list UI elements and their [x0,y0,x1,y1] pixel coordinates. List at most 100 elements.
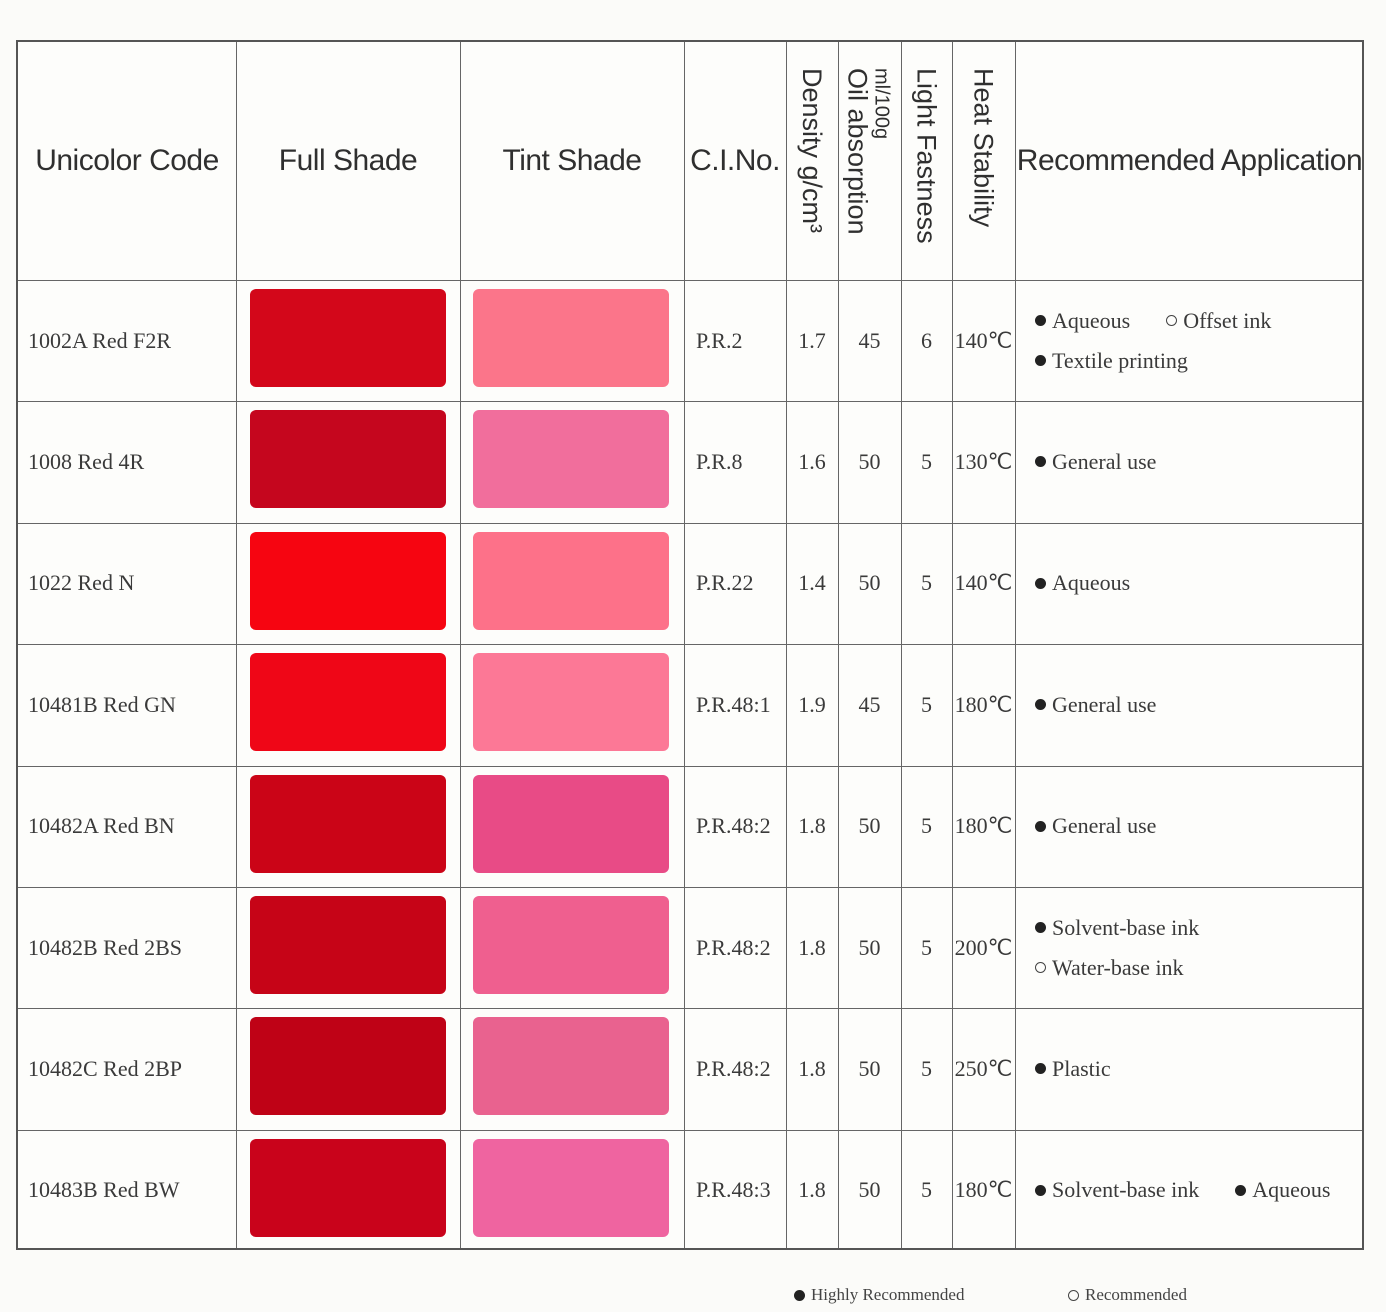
application-item: Aqueous [1235,1177,1330,1203]
cell-light: 5 [921,1055,932,1081]
tint-shade-swatch [473,410,669,509]
cell-application: General use [1015,766,1384,887]
filled-dot-icon [1035,922,1046,933]
application-item: Solvent-base ink [1035,915,1199,941]
application-label: Water-base ink [1052,954,1184,980]
full-shade-swatch [250,531,446,630]
cell-code: 10483B Red BW [28,1177,180,1203]
cell-density: 1.9 [798,691,826,717]
cell-application: Plastic [1015,1008,1384,1129]
header-ci-no: C.I.No. [690,144,780,177]
cell-ci: P.R.48:1 [696,691,771,717]
row-divider [18,887,1362,888]
header-light-fastness-label: Light Fastness [911,68,942,244]
table-row: 1022 Red N P.R.22 1.4 50 5 140℃ Aqueous [18,522,1362,644]
header-oil-absorption: Oil absorption ml/100g [838,42,901,280]
cell-oil: 50 [858,1177,881,1203]
cell-heat: 140℃ [954,327,1013,353]
table-row: 1008 Red 4R P.R.8 1.6 50 5 130℃ General use [18,401,1362,522]
filled-dot-icon [1035,456,1046,468]
application-label: Plastic [1052,1055,1111,1081]
hollow-dot-icon [1166,315,1178,326]
application-label: General use [1052,448,1157,474]
application-item: Offset ink [1166,308,1271,334]
cell-ci: P.R.22 [696,570,754,596]
legend-highly-label: Highly Recommended [811,1285,965,1304]
row-divider [18,280,1362,281]
table-row: 10483B Red BW P.R.48:3 1.8 50 5 180℃ Solvent-b… [18,1129,1362,1251]
cell-application: Solvent-base ink Aqueous [1015,1130,1384,1251]
application-label: General use [1052,813,1157,839]
table-row: 10482C Red 2BP P.R.48:2 1.8 50 5 250℃ Plastic [18,1008,1362,1129]
cell-application: General use [1015,644,1384,765]
application-line: General use [1035,449,1156,475]
header-unicolor-code: Unicolor Code [35,144,219,177]
row-divider [18,401,1362,403]
table-row: 10482B Red 2BS P.R.48:2 1.8 50 5 200℃ Solvent-… [18,887,1362,1008]
header-oil-absorption-label: Oil absorption [842,68,873,235]
tint-shade-swatch [473,1138,669,1237]
tint-shade-swatch [473,774,669,873]
application-item: Aqueous [1035,570,1130,596]
legend-highly-recommended: Highly Recommended [794,1285,964,1305]
application-line: General use [1035,692,1156,718]
application-line: General use [1035,813,1156,839]
row-divider [18,644,1362,646]
hollow-dot-icon [1035,962,1046,973]
tint-shade-swatch [473,653,669,752]
cell-light: 5 [921,934,932,960]
tint-shade-swatch [473,896,669,994]
cell-code: 1022 Red N [28,570,135,596]
cell-heat: 180℃ [954,1177,1013,1203]
cell-light: 5 [921,813,932,839]
cell-light: 6 [921,327,932,353]
cell-code: 1002A Red F2R [28,327,172,353]
cell-application: Aqueous Offset ink Textile printing [1015,280,1384,401]
legend-recommended-label: Recommended [1085,1285,1187,1304]
cell-light: 5 [921,691,932,717]
cell-oil: 45 [858,691,881,717]
header-oil-absorption-unit: ml/100g [870,68,893,140]
cell-oil: 50 [858,570,881,596]
cell-oil: 50 [858,934,881,960]
cell-ci: P.R.48:2 [696,813,771,839]
cell-oil: 50 [858,813,881,839]
application-item: Textile printing [1035,348,1188,374]
cell-application: General use [1015,401,1384,522]
application-label: Textile printing [1052,347,1188,373]
header-recommended-application: Recommended Application [1016,144,1363,177]
cell-light: 5 [921,1177,932,1203]
legend-recommended: Recommended [1068,1285,1187,1305]
application-label: Solvent-base ink [1052,1177,1200,1203]
cell-light: 5 [921,448,932,474]
cell-heat: 180℃ [954,691,1013,717]
filled-dot-icon [1035,577,1046,589]
row-divider [18,765,1362,767]
full-shade-swatch [250,410,446,509]
tint-shade-swatch [473,531,669,630]
tint-shade-swatch [473,1017,669,1116]
cell-ci: P.R.48:2 [696,934,771,960]
application-item: Water-base ink [1035,955,1184,981]
cell-heat: 130℃ [954,448,1013,474]
filled-dot-icon [1035,1184,1046,1196]
cell-heat: 140℃ [954,570,1013,596]
application-item: General use [1035,692,1156,718]
cell-density: 1.8 [798,1177,826,1203]
cell-oil: 45 [858,327,881,353]
application-line: Aqueous [1035,570,1130,596]
full-shade-swatch [250,774,446,873]
full-shade-swatch [250,896,446,994]
full-shade-swatch [250,653,446,752]
cell-code: 10482C Red 2BP [28,1055,183,1081]
pigment-table: Unicolor Code Full Shade Tint Shade C.I.… [16,40,1364,1250]
filled-dot-icon [1035,315,1046,326]
cell-code: 10482B Red 2BS [28,934,183,960]
cell-light: 5 [921,570,932,596]
cell-heat: 180℃ [954,813,1013,839]
application-label: Solvent-base ink [1052,914,1200,940]
application-label: Aqueous [1052,307,1131,333]
cell-code: 1008 Red 4R [28,448,145,474]
application-label: General use [1052,691,1157,717]
header-oil-absorption-text: Oil absorption [842,68,873,235]
